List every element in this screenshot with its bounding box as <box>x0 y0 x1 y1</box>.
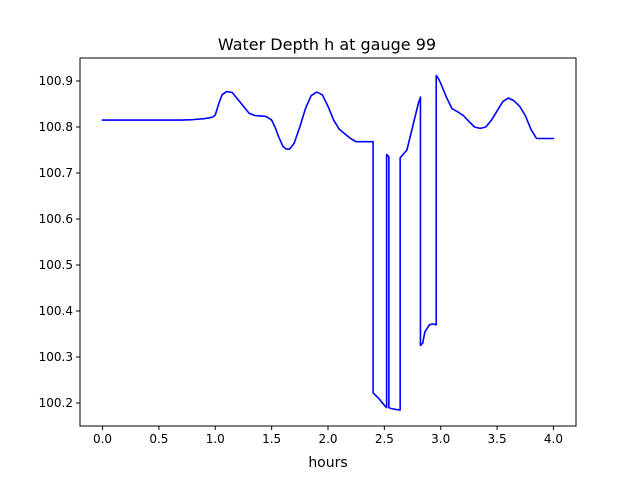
y-tick-label: 100.8 <box>39 120 73 134</box>
x-tick-label: 1.5 <box>262 432 281 446</box>
x-tick-label: 0.0 <box>93 432 112 446</box>
y-tick-label: 100.4 <box>39 304 73 318</box>
x-tick-label: 0.5 <box>149 432 168 446</box>
x-tick-label: 2.0 <box>318 432 337 446</box>
x-tick-label: 4.0 <box>544 432 563 446</box>
x-tick-label: 2.5 <box>375 432 394 446</box>
y-tick-label: 100.2 <box>39 396 73 410</box>
x-tick-label: 3.5 <box>488 432 507 446</box>
series-line-0 <box>101 74 555 411</box>
x-tick-label: 1.0 <box>206 432 225 446</box>
series-layer <box>101 74 555 411</box>
x-axis-label: hours <box>308 455 347 471</box>
x-tick-label: 3.0 <box>431 432 450 446</box>
y-axis-ticks: 100.2 100.3 100.4 100.5 100.6 100.7 100.8 100.9 <box>39 74 80 410</box>
y-tick-label: 100.3 <box>39 350 73 364</box>
y-tick-label: 100.5 <box>39 258 73 272</box>
chart-title: Water Depth h at gauge 99 <box>218 35 436 54</box>
x-axis-ticks: 0.0 0.5 1.0 1.5 2.0 2.5 3.0 3.5 4.0 <box>93 426 563 446</box>
y-tick-label: 100.9 <box>39 74 73 88</box>
y-tick-label: 100.7 <box>39 166 73 180</box>
y-tick-label: 100.6 <box>39 212 73 226</box>
